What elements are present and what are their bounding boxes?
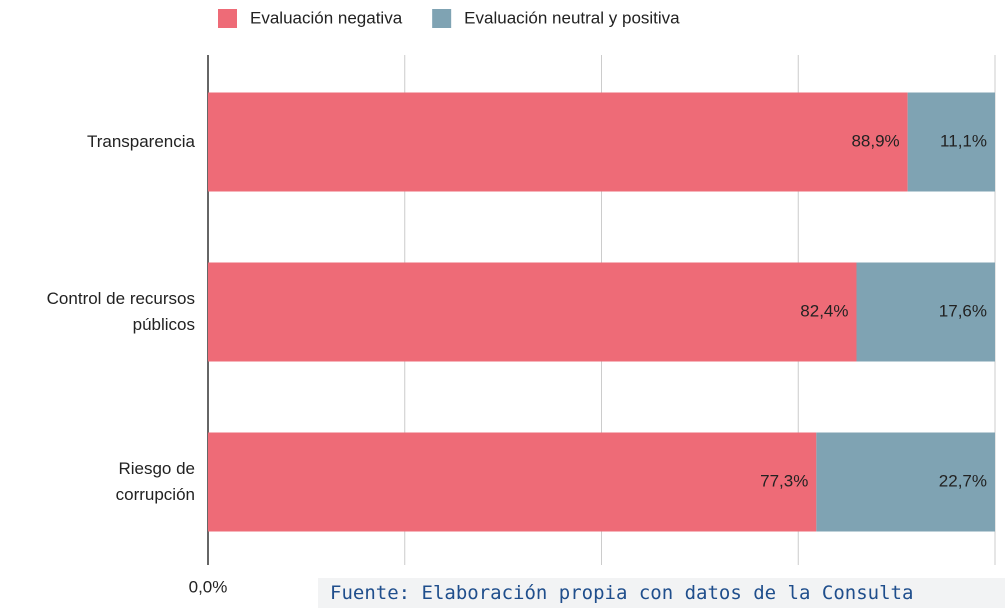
legend-swatch <box>218 9 237 28</box>
x-tick-label: 0,0% <box>189 577 228 596</box>
legend-label: Evaluación negativa <box>250 8 403 27</box>
y-tick-label: Control de recursos públicos <box>46 289 195 334</box>
data-label: 82,4% <box>800 301 848 320</box>
source-note: Fuente: Elaboración propia con datos de … <box>318 578 1005 608</box>
legend-label: Evaluación neutral y positiva <box>464 8 680 27</box>
y-tick-label: Transparencia <box>86 132 195 151</box>
legend-swatch <box>432 9 452 28</box>
data-label: 88,9% <box>851 131 899 150</box>
bar-segment <box>208 262 857 362</box>
data-label: 17,6% <box>939 301 987 320</box>
data-label: 77,3% <box>760 471 808 490</box>
bar-segment <box>907 92 995 192</box>
bar-segment <box>816 432 995 532</box>
data-label: 22,7% <box>939 471 987 490</box>
bar-segment <box>208 92 908 192</box>
y-tick-label: Riesgo de corrupción <box>115 459 195 504</box>
bar-segment <box>856 262 995 362</box>
data-label: 11,1% <box>940 131 987 150</box>
bar-segment <box>208 432 817 532</box>
